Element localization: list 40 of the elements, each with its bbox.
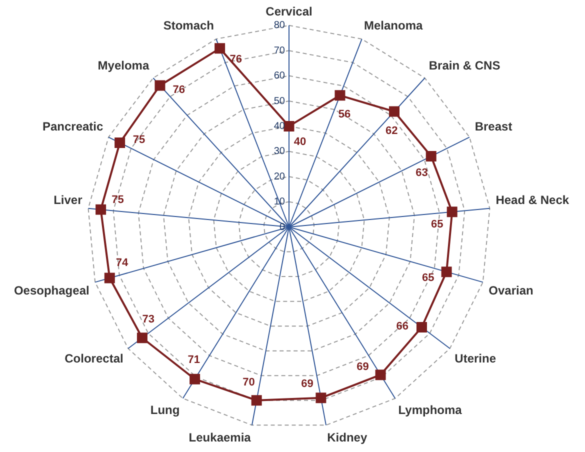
spoke-label: Lung xyxy=(150,403,180,418)
spoke-label: Breast xyxy=(474,120,512,134)
spoke-label: Cervical xyxy=(266,4,312,19)
data-label: 69 xyxy=(356,361,369,374)
data-label: 62 xyxy=(385,124,398,137)
data-label: 40 xyxy=(294,136,306,148)
spoke-label: Liver xyxy=(54,192,83,207)
data-label: 66 xyxy=(396,320,408,332)
data-label: 56 xyxy=(338,108,351,120)
spoke-label: Uterine xyxy=(454,352,496,366)
data-label: 65 xyxy=(422,272,434,284)
spoke-label: Colorectal xyxy=(64,352,124,366)
spoke-label: Ovarian xyxy=(488,283,534,298)
spoke-label: Lymphoma xyxy=(398,403,462,418)
spoke-label: Kidney xyxy=(327,430,368,445)
data-label: 73 xyxy=(142,313,154,326)
data-label: 76 xyxy=(230,53,242,66)
data-label: 75 xyxy=(112,194,124,206)
spoke-label: Head & Neck xyxy=(496,192,570,207)
data-label: 75 xyxy=(132,134,146,146)
data-label: 69 xyxy=(301,378,314,390)
data-label: 70 xyxy=(242,376,255,389)
spoke-label: Melanoma xyxy=(364,18,423,33)
data-label: 71 xyxy=(188,354,200,366)
spoke-label: Oesophageal xyxy=(14,283,90,298)
data-label: 63 xyxy=(416,167,428,180)
spoke-label: Stomach xyxy=(163,18,214,33)
y-tick-label: 50 xyxy=(274,96,286,107)
data-label: 76 xyxy=(172,84,186,96)
y-tick-label: 70 xyxy=(274,45,286,56)
spoke-label: Leukaemia xyxy=(188,430,252,445)
y-tick-label: 80 xyxy=(274,20,286,32)
y-tick-label: 30 xyxy=(274,146,286,158)
spoke-label: Myeloma xyxy=(98,58,150,73)
spoke-label: Pancreatic xyxy=(42,120,104,134)
data-label: 65 xyxy=(431,218,444,230)
y-tick-label: 60 xyxy=(274,70,286,82)
spoke-label: Brain & CNS xyxy=(428,58,500,73)
data-label: 74 xyxy=(116,257,130,270)
y-tick-label: 20 xyxy=(274,171,286,182)
